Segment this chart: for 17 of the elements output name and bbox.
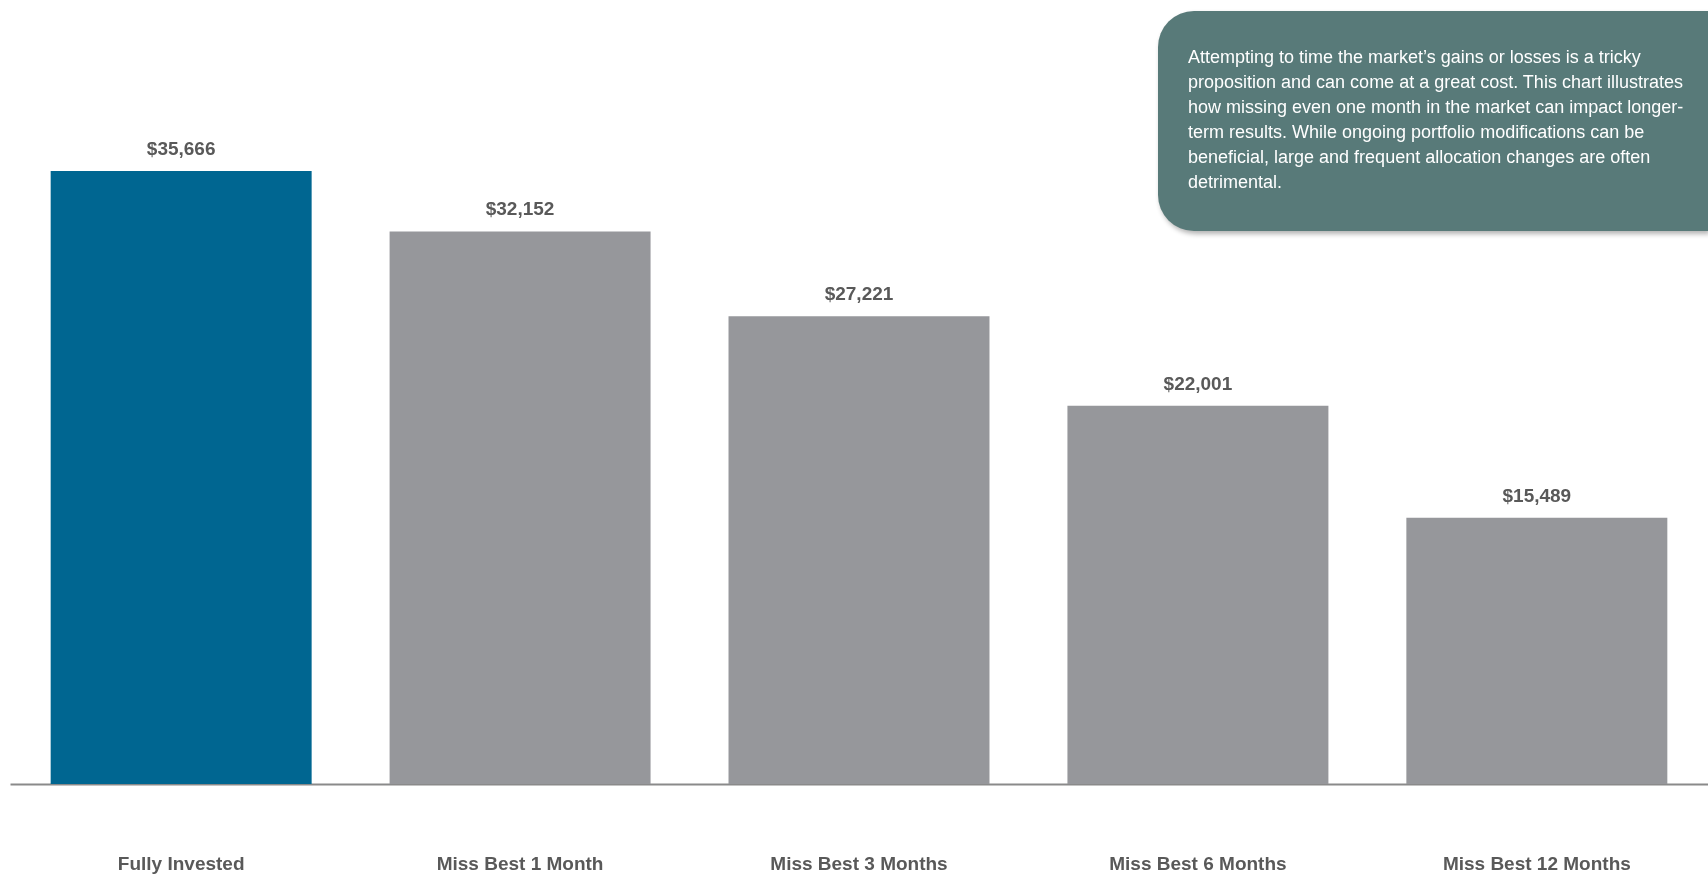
x-tick-label: Miss Best 1 Month xyxy=(436,852,604,874)
data-label: $27,221 xyxy=(824,283,894,305)
x-tick-label: Fully Invested xyxy=(117,852,245,874)
bar xyxy=(389,231,651,784)
data-label: $35,666 xyxy=(146,138,216,159)
data-label: $15,489 xyxy=(1502,484,1572,506)
bar xyxy=(728,316,990,784)
x-tick-label: Miss Best 12 Months xyxy=(1442,852,1631,874)
note-box: Attempting to time the market’s gains or losses is a tricky proposition and can come at a great cost. This chart illustrates how missing even one month in the market can impact longer-term results. While ongoing portfolio modifications can be beneficial, large and frequent allocation changes are often detrimental. xyxy=(1158,11,1708,231)
bar xyxy=(50,171,312,784)
annotation: Attempting to time the market’s gains or losses is a tricky proposition and can come at a great cost. This chart illustrates how missing even one month in the market can impact longer-term results. While ongoing portfolio modifications can be beneficial, large and frequent allocation changes are often detrimental. xyxy=(1188,46,1685,194)
data-label: $22,001 xyxy=(1163,372,1233,394)
bar xyxy=(1067,405,1329,784)
bar xyxy=(1406,517,1668,784)
x-tick-label: Miss Best 6 Months xyxy=(1109,852,1287,874)
data-label: $32,152 xyxy=(485,198,555,220)
x-tick-label: Miss Best 3 Months xyxy=(770,852,948,874)
